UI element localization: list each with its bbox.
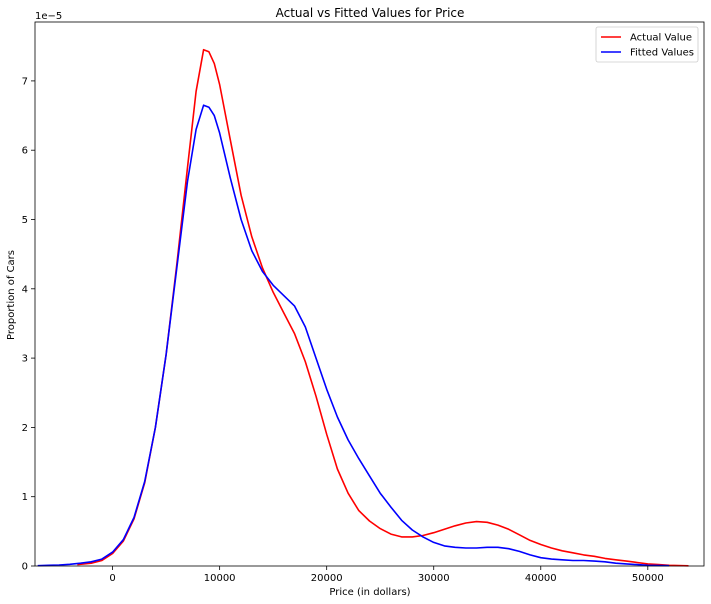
y-tick-label: 6 xyxy=(22,146,28,157)
x-tick-label: 40000 xyxy=(525,573,557,584)
legend: Actual Value Fitted Values xyxy=(595,26,699,63)
series-line-fitted-values xyxy=(37,104,670,567)
chart-title: Actual vs Fitted Values for Price xyxy=(276,6,465,20)
y-tick-label: 5 xyxy=(22,215,28,226)
y-axis-label: Proportion of Cars xyxy=(6,250,17,340)
plot-area: 0 10000 20000 30000 40000 50000 0 1 2 3 4 5 6 7 xyxy=(22,21,705,584)
x-tick-label: 20000 xyxy=(311,573,343,584)
x-tick-label: 10000 xyxy=(204,573,236,584)
y-tick-label: 7 xyxy=(22,76,28,87)
x-tick-label: 50000 xyxy=(632,573,664,584)
x-axis-label: Price (in dollars) xyxy=(329,587,410,598)
y-tick-label: 1 xyxy=(22,492,28,503)
legend-label-fitted-values: Fitted Values xyxy=(630,48,694,59)
y-tick-label: 4 xyxy=(22,284,28,295)
legend-label-actual-value: Actual Value xyxy=(630,33,692,44)
legend-box xyxy=(595,26,699,63)
axes-frame xyxy=(34,21,705,567)
series-line-actual-value xyxy=(77,48,689,567)
x-tick-label: 0 xyxy=(109,573,115,584)
y-scale-note: 1e−5 xyxy=(35,11,62,22)
x-tick-label: 30000 xyxy=(418,573,450,584)
y-tick-label: 2 xyxy=(22,423,28,434)
y-tick-label: 3 xyxy=(22,354,28,365)
y-tick-label: 0 xyxy=(22,562,28,573)
